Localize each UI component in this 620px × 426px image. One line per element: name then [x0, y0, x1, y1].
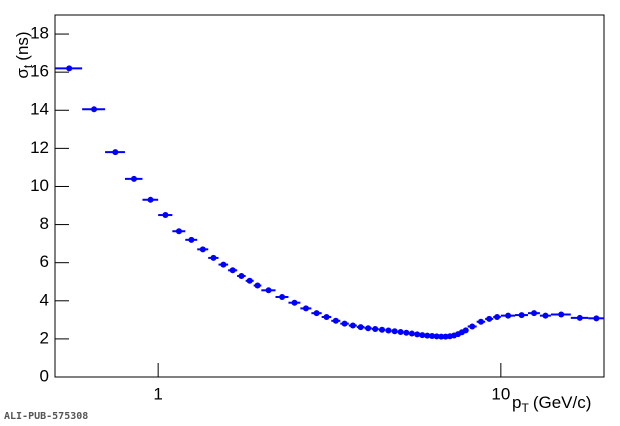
data-point	[419, 332, 426, 339]
data-point	[391, 328, 398, 335]
data-point	[477, 318, 484, 325]
y-label-symbol: σ	[13, 68, 32, 79]
y-tick-label: 14	[30, 100, 49, 119]
x-tick-label: 1	[153, 384, 162, 403]
x-label-sub: T	[521, 401, 529, 415]
y-tick-label: 2	[40, 328, 49, 347]
data-point	[313, 310, 320, 317]
data-point	[323, 313, 330, 320]
data-point	[433, 333, 440, 340]
data-point	[397, 329, 404, 336]
x-tick-label: 10	[491, 384, 510, 403]
data-point	[229, 267, 236, 274]
data-point	[505, 312, 512, 319]
data-point	[424, 332, 431, 339]
y-tick-label: 0	[40, 366, 49, 385]
data-point	[408, 330, 415, 337]
y-tick-label: 8	[40, 214, 49, 233]
data-point	[365, 325, 372, 332]
x-axis-label: pT (GeV/c)	[512, 393, 591, 415]
data-point	[372, 325, 379, 332]
y-label-unit: (ns)	[13, 31, 32, 60]
data-point	[291, 299, 298, 306]
data-point	[130, 175, 137, 182]
data-point	[542, 312, 549, 319]
x-label-symbol: p	[512, 393, 521, 412]
data-point	[558, 311, 565, 318]
data-point	[469, 323, 476, 330]
data-point	[576, 314, 583, 321]
data-point	[188, 236, 195, 243]
y-tick-label: 10	[30, 176, 49, 195]
data-point	[379, 326, 386, 333]
data-point	[385, 327, 392, 334]
data-point	[254, 282, 261, 289]
data-point	[403, 329, 410, 336]
data-point	[175, 228, 182, 235]
data-point	[332, 317, 339, 324]
x-label-unit: (GeV/c)	[533, 393, 592, 412]
data-point	[147, 196, 154, 203]
data-point	[210, 254, 217, 261]
data-point	[494, 313, 501, 320]
data-point	[91, 106, 98, 113]
y-tick-label: 16	[30, 62, 49, 81]
data-point	[341, 320, 348, 327]
data-point	[349, 322, 356, 329]
y-axis-label: σt (ns)	[13, 31, 35, 78]
watermark: ALI-PUB-575308	[4, 411, 88, 422]
data-point	[438, 333, 445, 340]
y-tick-label: 4	[40, 290, 49, 309]
data-point	[593, 315, 600, 322]
data-point	[279, 293, 286, 300]
data-point	[429, 333, 436, 340]
y-tick-label: 12	[30, 138, 49, 157]
y-label-sub: t	[21, 64, 35, 68]
data-point	[162, 212, 169, 219]
data-point	[66, 65, 73, 72]
data-point	[112, 149, 119, 156]
data-point	[357, 324, 364, 331]
y-tick-label: 18	[30, 24, 49, 43]
data-point	[199, 246, 206, 253]
data-point	[220, 261, 227, 268]
data-point	[462, 327, 469, 334]
y-tick-label: 6	[40, 252, 49, 271]
data-point	[518, 312, 525, 319]
data-point	[238, 273, 245, 280]
data-point	[302, 305, 309, 312]
data-point	[265, 287, 272, 294]
data-point	[531, 310, 538, 317]
data-point	[486, 315, 493, 322]
data-point	[246, 277, 253, 284]
plot-frame	[54, 14, 605, 378]
data-point	[414, 331, 421, 338]
